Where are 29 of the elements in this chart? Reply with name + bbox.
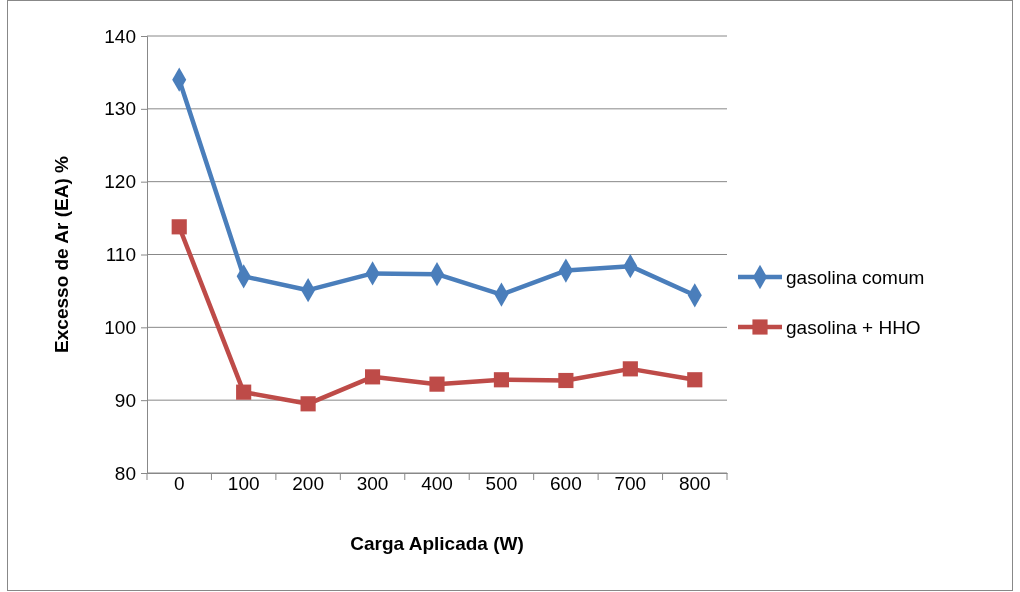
y-axis-title: Excesso de Ar (EA) % <box>51 156 72 353</box>
x-tick-label: 600 <box>550 473 582 494</box>
point <box>429 376 445 392</box>
point <box>687 372 703 388</box>
point <box>622 361 638 377</box>
x-tick-label: 300 <box>356 473 389 494</box>
y-tick-label: 120 <box>104 171 136 193</box>
point <box>364 369 381 385</box>
y-tick-label: 140 <box>104 25 136 47</box>
point <box>300 396 316 412</box>
y-tick-label: 130 <box>104 98 136 120</box>
y-tick-label: 100 <box>104 316 136 338</box>
x-tick-label: 700 <box>614 473 647 494</box>
x-tick-label: 400 <box>421 473 453 494</box>
x-tick-label: 100 <box>227 473 260 494</box>
point <box>171 219 187 235</box>
x-axis-title: Carga Aplicada (W) <box>350 533 524 554</box>
point <box>558 372 574 389</box>
x-tick-label: 0 <box>173 473 185 494</box>
point <box>236 384 252 400</box>
y-tick-label: 110 <box>105 244 136 266</box>
x-tick-label: 200 <box>292 473 324 494</box>
y-tick-label: 90 <box>114 389 136 411</box>
legend-label: gasolina + HHO <box>786 317 921 338</box>
legend-label: gasolina comum <box>786 267 925 288</box>
point <box>493 372 510 388</box>
x-tick-label: 500 <box>485 473 518 494</box>
x-tick-label: 800 <box>678 473 711 494</box>
y-tick-label: 80 <box>114 462 136 484</box>
